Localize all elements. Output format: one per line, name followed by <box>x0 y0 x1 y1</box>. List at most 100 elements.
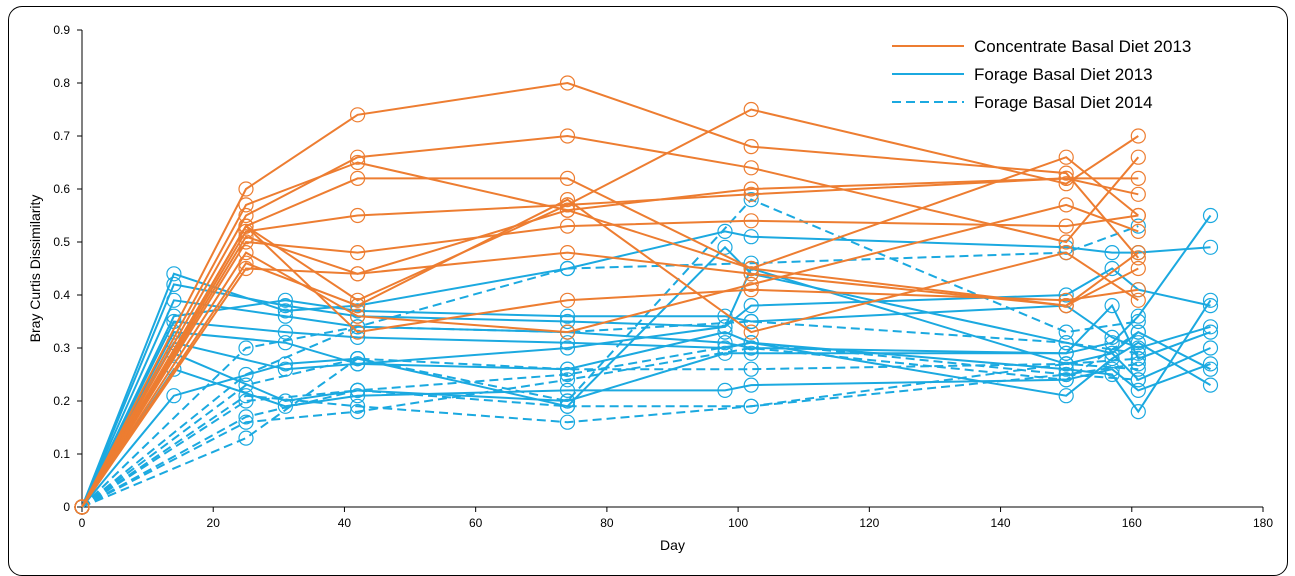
data-point <box>1104 260 1120 277</box>
y-tick-label: 0.4 <box>53 288 70 302</box>
x-tick-label: 20 <box>207 516 221 530</box>
data-point <box>1202 298 1219 314</box>
data-point <box>1058 345 1074 361</box>
data-point <box>743 361 759 377</box>
data-point <box>350 329 366 345</box>
data-point <box>277 308 293 324</box>
data-point <box>1130 149 1146 165</box>
data-point <box>277 361 293 377</box>
y-tick-label: 0.5 <box>53 235 70 249</box>
data-point <box>1130 324 1146 340</box>
data-point <box>350 170 366 186</box>
data-point <box>717 340 733 356</box>
series-line <box>81 373 1139 508</box>
data-point <box>559 292 576 308</box>
data-point <box>559 128 576 144</box>
data-point <box>1130 340 1146 356</box>
data-point <box>743 340 759 356</box>
data-point <box>559 382 576 398</box>
x-tick-label: 120 <box>859 516 879 530</box>
data-point <box>743 377 759 393</box>
data-point <box>1058 361 1074 377</box>
data-point <box>350 207 366 224</box>
data-point <box>238 409 254 425</box>
series-line <box>81 108 1139 508</box>
y-tick-label: 0 <box>63 500 70 514</box>
series-line <box>81 224 1139 508</box>
data-point <box>559 218 576 234</box>
data-point <box>350 266 366 282</box>
data-point <box>277 303 293 319</box>
series-line <box>81 156 1139 508</box>
series-line <box>81 331 1212 508</box>
series-line <box>81 251 1139 508</box>
data-point <box>277 356 293 372</box>
data-point <box>717 382 733 398</box>
data-point <box>1058 324 1074 340</box>
data-point <box>743 186 759 202</box>
series-line <box>81 299 1211 508</box>
x-tick-label: 40 <box>338 516 352 530</box>
data-point <box>277 335 293 351</box>
data-point <box>717 345 733 361</box>
data-point <box>238 245 254 261</box>
data-point <box>743 139 759 155</box>
data-point <box>1058 234 1074 250</box>
data-point <box>559 366 576 383</box>
x-tick-label: 0 <box>79 516 86 530</box>
series-line <box>81 214 1139 508</box>
data-point <box>1058 176 1074 192</box>
data-point <box>743 192 759 208</box>
series-line <box>81 267 1211 508</box>
y-axis-label: Bray Curtis Dissimilarity <box>27 195 43 343</box>
series-line <box>81 134 1140 508</box>
y-tick-label: 0.3 <box>53 341 70 355</box>
data-point <box>1202 292 1219 308</box>
series-line <box>81 198 1139 508</box>
data-point <box>1130 207 1146 224</box>
data-point <box>1130 345 1146 361</box>
data-point <box>1104 335 1120 351</box>
data-point <box>559 170 576 186</box>
data-point <box>1058 366 1074 383</box>
data-point <box>717 335 733 351</box>
data-point <box>743 181 759 197</box>
y-tick-label: 0.9 <box>53 23 70 37</box>
data-point <box>277 298 293 314</box>
data-point <box>559 335 576 351</box>
data-point <box>277 393 293 409</box>
data-point <box>559 192 576 208</box>
data-point <box>238 377 254 393</box>
series-layer <box>74 75 1219 515</box>
data-point <box>1130 372 1146 388</box>
data-point <box>717 239 733 255</box>
data-point <box>1202 324 1219 340</box>
data-point <box>350 154 366 171</box>
data-point <box>717 308 733 324</box>
data-point <box>238 234 254 250</box>
data-point <box>1058 388 1074 404</box>
data-point <box>1202 377 1219 393</box>
data-point <box>166 292 182 308</box>
series-line <box>81 81 1140 508</box>
data-point <box>350 298 366 314</box>
data-point <box>559 393 576 409</box>
data-point <box>238 255 254 271</box>
data-point <box>1058 356 1074 372</box>
data-point <box>350 356 366 372</box>
data-point <box>1130 223 1146 239</box>
data-point <box>1202 239 1219 255</box>
data-point <box>1130 308 1146 324</box>
data-point <box>559 398 576 414</box>
data-point <box>166 388 182 404</box>
data-point <box>1058 165 1074 181</box>
data-point <box>238 260 254 277</box>
series-line <box>81 245 1211 508</box>
legend-label: Concentrate Basal Diet 2013 <box>974 37 1191 56</box>
data-point <box>1104 298 1120 314</box>
data-point <box>350 308 366 324</box>
data-point <box>559 308 576 324</box>
data-point <box>559 372 576 388</box>
data-point <box>1202 361 1219 377</box>
data-point <box>350 324 366 340</box>
